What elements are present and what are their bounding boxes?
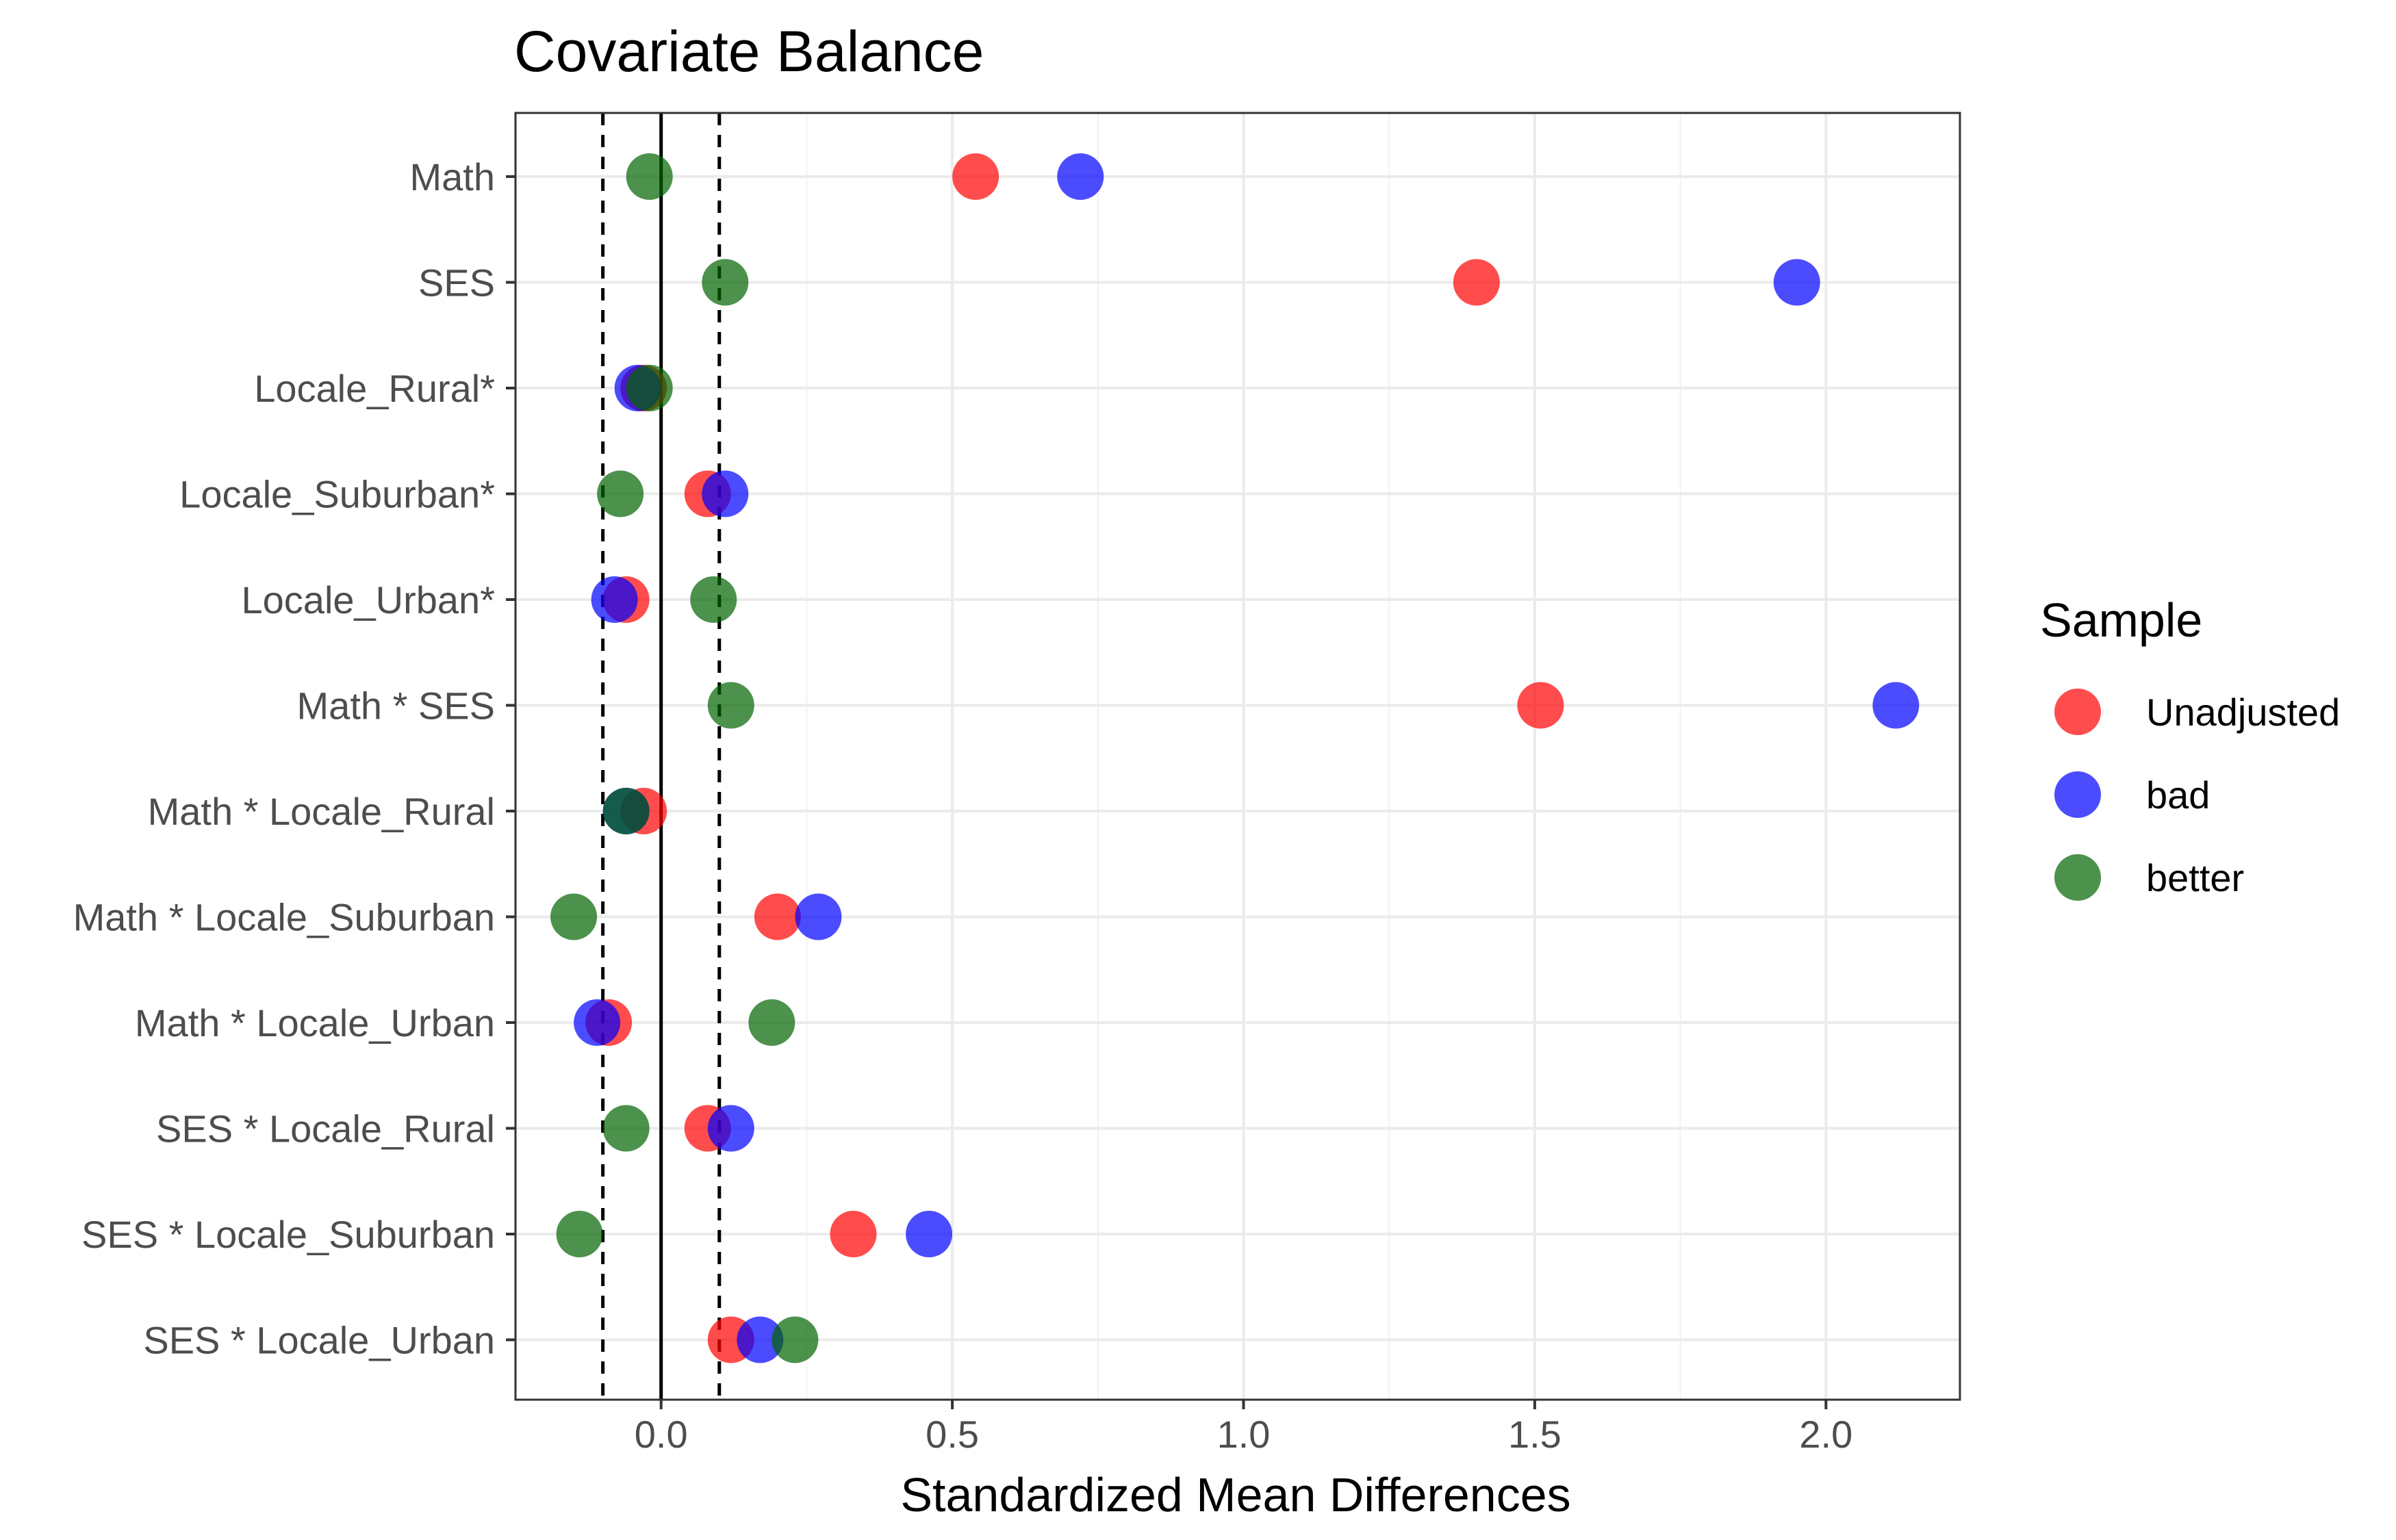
y-tick-label: SES * Locale_Suburban — [81, 1213, 495, 1256]
y-tick-label: Locale_Urban* — [242, 578, 495, 621]
legend-label-bad: bad — [2146, 773, 2210, 817]
point-better — [707, 682, 754, 729]
x-tick-label: 0.5 — [926, 1413, 979, 1456]
legend: Sample Unadjusted bad better — [2040, 593, 2340, 901]
x-tick-label: 2.0 — [1799, 1413, 1852, 1456]
plot-area — [515, 113, 1960, 1400]
point-bad — [1773, 259, 1820, 306]
point-unadjusted — [952, 153, 999, 200]
point-bad — [737, 1316, 784, 1363]
point-better — [602, 1105, 650, 1152]
point-better — [556, 1211, 603, 1257]
point-better — [597, 470, 644, 517]
legend-key-unadjusted — [2054, 689, 2101, 735]
point-unadjusted — [754, 893, 801, 940]
legend-title: Sample — [2040, 593, 2202, 647]
reference-lines — [601, 113, 722, 1400]
y-tick-label: Math * Locale_Urban — [135, 1001, 495, 1044]
point-unadjusted — [1453, 259, 1500, 306]
plot-background — [515, 113, 1960, 1400]
x-tick-label: 0.0 — [635, 1413, 688, 1456]
legend-label-better: better — [2146, 856, 2244, 899]
y-tick-label: Math * Locale_Rural — [148, 790, 495, 833]
point-better — [772, 1316, 819, 1363]
point-bad — [1872, 682, 1920, 729]
x-tick-label: 1.0 — [1217, 1413, 1271, 1456]
point-bad — [574, 999, 621, 1046]
panel-border — [514, 112, 1961, 1401]
data-points — [550, 153, 1920, 1363]
point-better — [690, 576, 737, 623]
point-bad — [1057, 153, 1104, 200]
y-tick-label: Math * SES — [297, 684, 495, 728]
point-bad — [702, 470, 749, 517]
y-tick-label: SES * Locale_Rural — [156, 1107, 495, 1151]
point-unadjusted — [830, 1211, 877, 1257]
y-tick-label: SES * Locale_Urban — [143, 1319, 495, 1362]
legend-label-unadjusted: Unadjusted — [2146, 691, 2340, 734]
y-axis: Math SES Locale_Rural* Locale_Suburban* Loca… — [73, 155, 515, 1362]
point-better — [702, 259, 749, 306]
point-better — [550, 893, 598, 940]
x-tick-label: 1.5 — [1508, 1413, 1562, 1456]
y-tick-label: Math — [410, 155, 496, 198]
chart-title: Covariate Balance — [514, 19, 984, 84]
point-bad — [591, 576, 638, 623]
point-better — [626, 153, 673, 200]
point-unadjusted — [1517, 682, 1564, 729]
x-axis: 0.0 0.5 1.0 1.5 2.0 — [635, 1400, 1852, 1456]
point-better — [602, 788, 650, 834]
y-tick-label: Math * Locale_Suburban — [73, 896, 495, 939]
y-tick-label: Locale_Rural* — [254, 367, 495, 410]
point-bad — [795, 893, 842, 940]
x-axis-label: Standardized Mean Differences — [900, 1468, 1570, 1522]
point-bad — [707, 1105, 754, 1152]
y-tick-label: Locale_Suburban* — [179, 473, 495, 516]
point-better — [626, 365, 673, 411]
y-tick-label: SES — [418, 261, 495, 305]
legend-key-bad — [2054, 771, 2101, 818]
point-bad — [906, 1211, 953, 1257]
legend-key-better — [2054, 854, 2101, 901]
point-better — [748, 999, 795, 1046]
